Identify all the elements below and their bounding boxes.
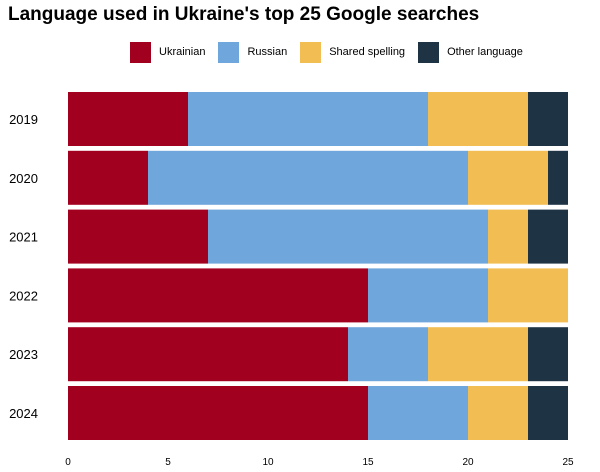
y-tick-label-2020: 2020 (9, 171, 38, 186)
bar-2022-ukrainian (68, 268, 368, 323)
y-tick-label-2021: 2021 (9, 230, 38, 245)
x-tick-label-20: 20 (462, 457, 474, 468)
y-tick-label-2024: 2024 (9, 406, 38, 421)
bar-2019-shared-spelling (428, 92, 528, 146)
bar-2019-ukrainian (68, 92, 188, 146)
bar-2023-other-language (528, 327, 568, 382)
bar-2023-shared-spelling (428, 327, 528, 382)
bar-2024-shared-spelling (468, 386, 528, 440)
legend-label-other-language: Other language (447, 46, 523, 58)
bar-2024-ukrainian (68, 386, 368, 440)
bar-2021-other-language (528, 209, 568, 264)
chart-title: Language used in Ukraine's top 25 Google… (8, 4, 480, 25)
y-tick-label-2019: 2019 (9, 112, 38, 127)
legend-swatch-shared-spelling (300, 41, 322, 63)
bar-2019-other-language (528, 92, 568, 146)
bar-2020-shared-spelling (468, 150, 548, 205)
bar-2022-shared-spelling (488, 268, 568, 323)
legend: Ukrainian Russian Shared spelling Other … (130, 41, 536, 63)
bar-2020-other-language (548, 150, 568, 205)
legend-item-russian: Russian (218, 41, 288, 63)
y-tick-label-2023: 2023 (9, 347, 38, 362)
x-tick-label-0: 0 (65, 457, 71, 468)
legend-label-shared-spelling: Shared spelling (329, 46, 406, 58)
bar-2023-ukrainian (68, 327, 348, 382)
bar-2024-other-language (528, 386, 568, 440)
y-tick-label-2022: 2022 (9, 288, 38, 303)
bar-2023-russian (348, 327, 428, 382)
x-tick-label-5: 5 (165, 457, 171, 468)
legend-swatch-russian (218, 41, 240, 63)
bar-2020-russian (148, 150, 468, 205)
legend-label-ukrainian: Ukrainian (159, 46, 206, 58)
bar-2021-russian (208, 209, 488, 264)
legend-label-russian: Russian (247, 46, 288, 58)
bar-2019-russian (188, 92, 428, 146)
legend-item-ukrainian: Ukrainian (130, 41, 206, 63)
bar-2021-shared-spelling (488, 209, 528, 264)
x-tick-label-25: 25 (562, 457, 574, 468)
x-tick-label-10: 10 (262, 457, 274, 468)
x-tick-label-15: 15 (362, 457, 374, 468)
legend-swatch-ukrainian (130, 41, 151, 63)
bar-2021-ukrainian (68, 209, 208, 264)
legend-swatch-other-language (418, 41, 440, 63)
bar-2022-russian (368, 268, 488, 323)
legend-item-shared-spelling: Shared spelling (300, 41, 406, 63)
legend-item-other-language: Other language (418, 41, 523, 63)
bar-2020-ukrainian (68, 150, 148, 205)
bar-2024-russian (368, 386, 468, 440)
